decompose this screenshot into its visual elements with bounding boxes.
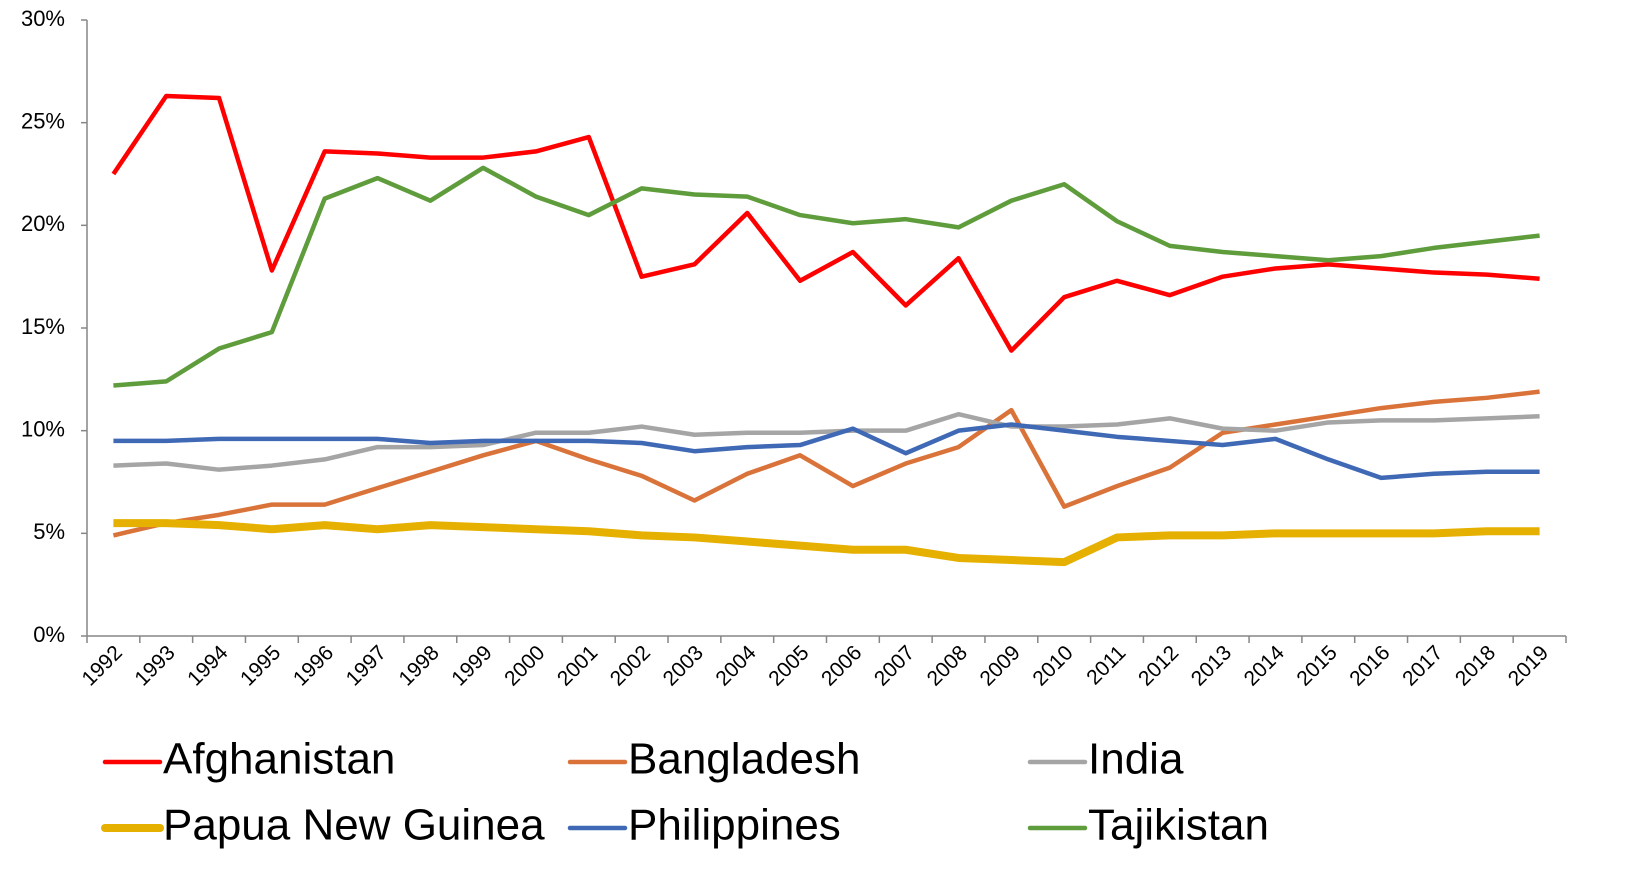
x-tick-label: 1999: [447, 641, 496, 690]
series-line: [112, 389, 1540, 538]
x-tick-label: 2018: [1451, 641, 1500, 690]
legend-label: India: [1088, 735, 1184, 784]
y-tick-label: 10%: [21, 416, 65, 441]
legend-label: Papua New Guinea: [163, 801, 545, 850]
legend-label: Philippines: [628, 801, 841, 850]
x-tick-label: 1997: [342, 641, 391, 690]
x-tick-label: 2001: [553, 641, 602, 690]
legend-label: Bangladesh: [628, 735, 860, 784]
x-tick-label: 2013: [1187, 641, 1236, 690]
x-tick-label: 2011: [1082, 641, 1130, 689]
x-tick-label: 2012: [1134, 641, 1183, 690]
y-tick-label: 15%: [21, 314, 65, 339]
x-tick-label: 2015: [1292, 641, 1341, 690]
series-line: [113, 165, 1540, 388]
x-tick-label: 2019: [1504, 641, 1553, 690]
series-line: [113, 422, 1540, 481]
y-tick-label: 5%: [33, 519, 65, 544]
legend-label: Tajikistan: [1088, 801, 1269, 850]
x-tick-label: 2017: [1398, 641, 1447, 690]
legend-label: Afghanistan: [163, 735, 395, 784]
series-line: [111, 93, 1540, 353]
x-tick-label: 1995: [236, 641, 285, 690]
x-tick-label: 2004: [711, 641, 761, 691]
x-tick-label: 2003: [659, 641, 708, 690]
series-line: [113, 519, 1540, 567]
y-tick-label: 0%: [33, 622, 65, 647]
x-tick-label: 1994: [183, 641, 233, 691]
x-tick-label: 2010: [1028, 641, 1077, 690]
x-tick-label: 1993: [130, 641, 179, 690]
x-tick-label: 2005: [764, 641, 813, 690]
x-tick-label: 2006: [817, 641, 866, 690]
x-tick-label: 2014: [1240, 641, 1290, 691]
y-tick-label: 20%: [21, 211, 65, 236]
x-tick-label: 2008: [923, 641, 972, 690]
y-tick-label: 30%: [21, 6, 65, 31]
x-tick-label: 2009: [976, 641, 1025, 690]
x-tick-label: 2016: [1345, 641, 1394, 690]
x-tick-label: 2007: [870, 641, 919, 690]
x-tick-label: 1998: [394, 641, 443, 690]
series-line: [113, 411, 1540, 472]
x-tick-label: 2000: [500, 641, 549, 690]
x-tick-label: 2002: [606, 641, 655, 690]
y-tick-label: 25%: [21, 108, 65, 133]
x-tick-label: 1996: [289, 641, 338, 690]
x-tick-label: 1992: [78, 641, 127, 690]
